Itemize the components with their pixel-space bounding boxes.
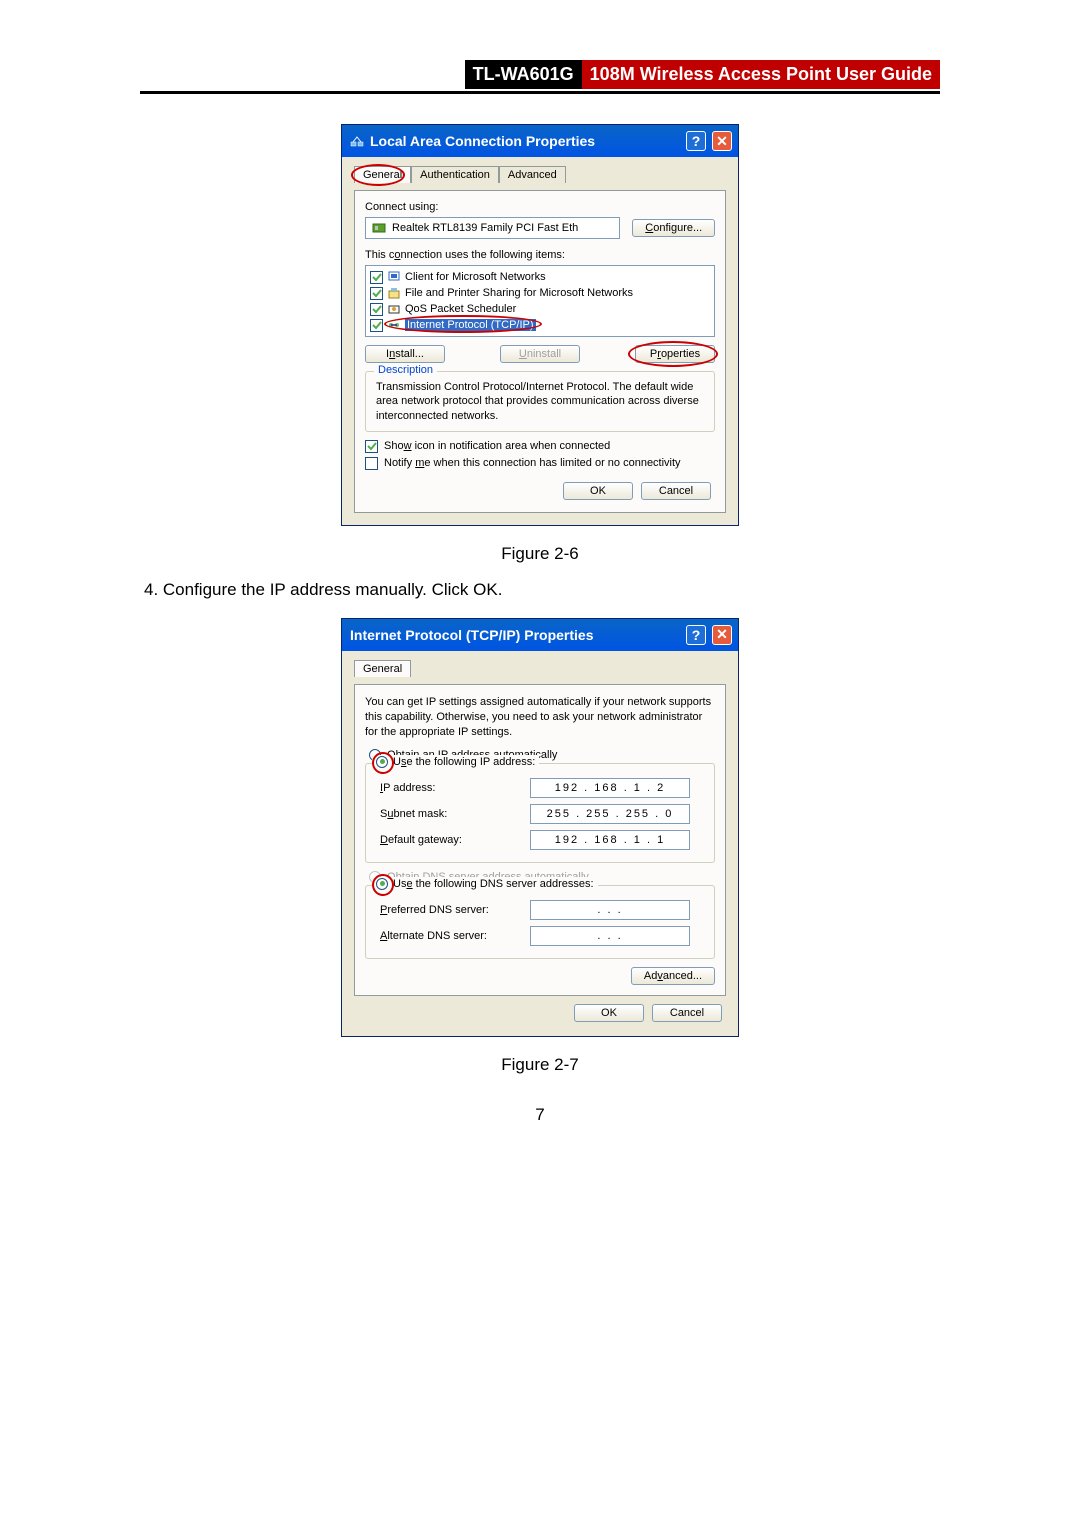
properties-button[interactable]: Properties (635, 345, 715, 363)
gateway-input[interactable]: 192 . 168 . 1 . 1 (530, 830, 690, 850)
tcpip-icon (387, 318, 401, 332)
cancel-button[interactable]: Cancel (652, 1004, 722, 1022)
intro-text: You can get IP settings assigned automat… (365, 695, 715, 740)
install-button[interactable]: Install... (365, 345, 445, 363)
network-icon (350, 134, 364, 148)
checkbox-icon[interactable] (370, 303, 383, 316)
page-header: TL-WA601G108M Wireless Access Point User… (140, 60, 940, 94)
dialog-title: Local Area Connection Properties (370, 133, 680, 149)
adapter-icon (372, 221, 386, 235)
checkbox-icon[interactable] (370, 271, 383, 284)
radio-icon[interactable] (376, 878, 388, 890)
checkbox-icon[interactable] (365, 457, 378, 470)
item-label: File and Printer Sharing for Microsoft N… (405, 287, 633, 299)
checkbox-icon[interactable] (370, 287, 383, 300)
adapter-box: Realtek RTL8139 Family PCI Fast Eth (365, 217, 620, 239)
item-label: QoS Packet Scheduler (405, 303, 516, 315)
guide-label: 108M Wireless Access Point User Guide (582, 60, 940, 89)
advanced-button[interactable]: Advanced... (631, 967, 715, 985)
radio-label: Use the following IP address: (393, 756, 535, 768)
tab-adv[interactable]: Advanced (499, 166, 566, 183)
ip-address-label: IP address: (380, 782, 520, 794)
description-text: Transmission Control Protocol/Internet P… (376, 380, 704, 423)
pref-dns-label: Preferred DNS server: (380, 904, 520, 916)
alt-dns-input[interactable]: . . . (530, 926, 690, 946)
alt-dns-label: Alternate DNS server: (380, 930, 520, 942)
tab-general-label: General (363, 169, 402, 181)
description-legend: Description (374, 364, 437, 376)
help-button[interactable]: ? (686, 625, 706, 645)
figure-caption-2: Figure 2-7 (140, 1055, 940, 1075)
notify-label: Notify me when this connection has limit… (384, 457, 681, 469)
qos-icon (387, 302, 401, 316)
client-icon (387, 270, 401, 284)
step-text: 4. Configure the IP address manually. Cl… (140, 580, 940, 600)
titlebar: Local Area Connection Properties ? ✕ (342, 125, 738, 157)
ok-button[interactable]: OK (574, 1004, 644, 1022)
tcpip-properties-dialog: Internet Protocol (TCP/IP) Properties ? … (341, 618, 739, 1038)
adapter-name: Realtek RTL8139 Family PCI Fast Eth (392, 222, 578, 234)
cancel-button[interactable]: Cancel (641, 482, 711, 500)
figure-caption-1: Figure 2-6 (140, 544, 940, 564)
description-fieldset: Description Transmission Control Protoco… (365, 371, 715, 432)
model-label: TL-WA601G (465, 60, 582, 89)
ip-address-input[interactable]: 192 . 168 . 1 . 2 (530, 778, 690, 798)
notify-row[interactable]: Notify me when this connection has limit… (365, 457, 715, 470)
tab-auth[interactable]: Authentication (411, 166, 499, 183)
list-item[interactable]: QoS Packet Scheduler (370, 301, 710, 317)
list-item[interactable]: Client for Microsoft Networks (370, 269, 710, 285)
checkbox-icon[interactable] (365, 440, 378, 453)
checkbox-icon[interactable] (370, 319, 383, 332)
radio-icon[interactable] (376, 756, 388, 768)
gateway-label: Default gateway: (380, 834, 520, 846)
page-number: 7 (140, 1105, 940, 1125)
list-item[interactable]: File and Printer Sharing for Microsoft N… (370, 285, 710, 301)
items-list[interactable]: Client for Microsoft Networks File and P… (365, 265, 715, 337)
lan-properties-dialog: Local Area Connection Properties ? ✕ Gen… (341, 124, 739, 526)
list-item-selected[interactable]: Internet Protocol (TCP/IP) (370, 317, 710, 333)
configure-button[interactable]: Configure... (632, 219, 715, 237)
help-button[interactable]: ? (686, 131, 706, 151)
subnet-input[interactable]: 255 . 255 . 255 . 0 (530, 804, 690, 824)
pref-dns-input[interactable]: . . . (530, 900, 690, 920)
ok-button[interactable]: OK (563, 482, 633, 500)
show-icon-row[interactable]: Show icon in notification area when conn… (365, 440, 715, 453)
ip-fieldset: Use the following IP address: IP address… (365, 763, 715, 863)
tab-general[interactable]: General (354, 660, 411, 677)
radio-label: Use the following DNS server addresses: (393, 878, 594, 890)
show-icon-label: Show icon in notification area when conn… (384, 440, 610, 452)
item-label: Client for Microsoft Networks (405, 271, 546, 283)
use-ip-legend[interactable]: Use the following IP address: (372, 755, 539, 768)
items-label: This connection uses the following items… (365, 249, 715, 261)
use-dns-legend[interactable]: Use the following DNS server addresses: (372, 877, 598, 890)
uninstall-button: Uninstall (500, 345, 580, 363)
close-button[interactable]: ✕ (712, 625, 732, 645)
tabs: General Authentication Advanced (354, 165, 726, 182)
item-label: Internet Protocol (TCP/IP) (405, 319, 536, 331)
share-icon (387, 286, 401, 300)
tab-general[interactable]: General (354, 166, 411, 183)
connect-using-label: Connect using: (365, 201, 715, 213)
subnet-label: Subnet mask: (380, 808, 520, 820)
dns-fieldset: Use the following DNS server addresses: … (365, 885, 715, 959)
titlebar: Internet Protocol (TCP/IP) Properties ? … (342, 619, 738, 651)
close-button[interactable]: ✕ (712, 131, 732, 151)
dialog-title: Internet Protocol (TCP/IP) Properties (350, 627, 680, 643)
